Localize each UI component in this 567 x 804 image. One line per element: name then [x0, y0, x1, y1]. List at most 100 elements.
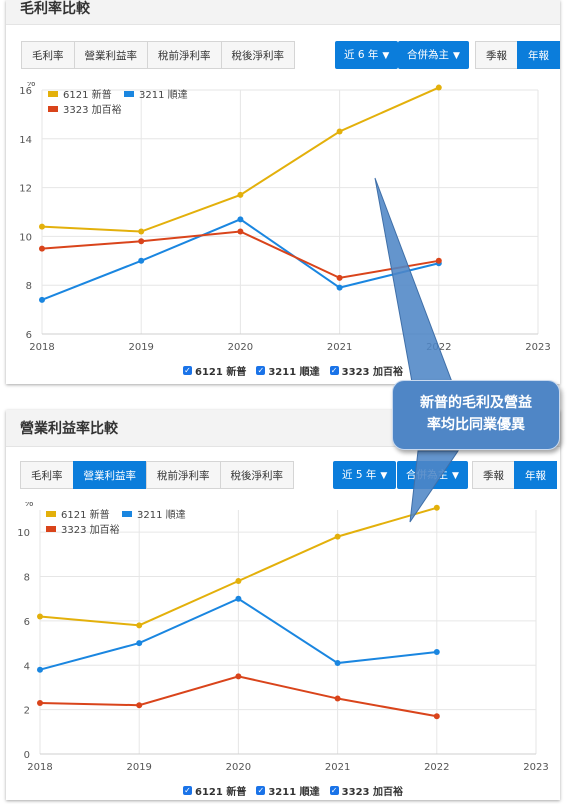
tab-gross-margin[interactable]: 毛利率	[20, 461, 74, 489]
range-label: 近 5 年	[342, 469, 377, 481]
data-point	[334, 695, 341, 702]
legend-label: 3211 順達	[268, 787, 320, 798]
y-tick-label: 16	[19, 86, 32, 97]
checkbox-icon: ✓	[329, 786, 339, 795]
legend-swatch	[48, 91, 58, 97]
tab-gross-margin[interactable]: 毛利率	[21, 41, 75, 69]
tab-net-margin[interactable]: 稅後淨利率	[220, 41, 295, 69]
y-tick-label: 8	[26, 281, 32, 292]
panel-title: 營業利益率比較	[20, 421, 118, 437]
legend-swatch	[46, 511, 56, 517]
legend-label: 3211 順達	[139, 89, 188, 101]
legend-label: 3211 順達	[137, 509, 186, 521]
data-point	[334, 660, 341, 667]
x-tick-label: 2021	[325, 762, 350, 773]
legend-label: 6121 新普	[61, 508, 110, 521]
chevron-down-icon: ▼	[382, 51, 390, 61]
data-point	[336, 274, 343, 281]
data-point	[136, 622, 143, 629]
data-point	[138, 257, 145, 264]
checkbox-icon: ✓	[256, 786, 266, 795]
data-point	[237, 228, 244, 235]
data-point	[435, 84, 442, 91]
legend-label: 3211 順達	[268, 367, 320, 378]
period-toggle: 季報 年報	[475, 41, 560, 69]
y-unit-label: %	[26, 82, 36, 89]
y-tick-label: 6	[26, 330, 32, 341]
data-point	[235, 673, 242, 680]
data-point	[237, 216, 244, 223]
y-tick-label: 4	[24, 661, 30, 672]
x-tick-label: 2023	[525, 342, 550, 352]
legend-label: 6121 新普	[195, 367, 247, 378]
legend-label: 3323 加百裕	[63, 103, 122, 116]
data-point	[37, 666, 43, 673]
tab-operating-margin[interactable]: 營業利益率	[72, 461, 147, 489]
tab-operating-margin[interactable]: 營業利益率	[73, 41, 148, 69]
basis-label: 合併為主	[407, 49, 449, 61]
metric-tabs: 毛利率 營業利益率 稅前淨利率 稅後淨利率	[21, 41, 295, 69]
data-point	[433, 504, 440, 511]
bottom-legend: ✓ 6121 新普 ✓ 3211 順達 ✓ 3323 加百裕	[183, 363, 413, 378]
legend-toggle-3323[interactable]: ✓ 3323 加百裕	[329, 783, 403, 798]
gross-margin-chart: 6 8 10 12 14 16 2018 2019 2020 2021 2022 2023% 6121 …	[19, 82, 550, 352]
quarter-button[interactable]: 季報	[472, 461, 515, 489]
legend-toggle-3211[interactable]: ✓ 3211 順達	[256, 363, 320, 378]
y-tick-label: 2	[24, 706, 30, 717]
legend-swatch	[124, 91, 134, 97]
x-tick-label: 2018	[27, 762, 52, 773]
data-point	[336, 128, 343, 135]
chevron-down-icon: ▼	[452, 471, 459, 481]
y-tick-label: 8	[24, 573, 30, 584]
legend-toggle-3211[interactable]: ✓ 3211 順達	[256, 783, 320, 798]
basis-dropdown[interactable]: 合併為主 ▼	[397, 461, 468, 489]
tab-net-margin[interactable]: 稅後淨利率	[219, 461, 294, 489]
basis-dropdown[interactable]: 合併為主 ▼	[398, 41, 469, 69]
legend-toggle-6121[interactable]: ✓ 6121 新普	[183, 363, 246, 378]
chevron-down-icon: ▼	[380, 471, 388, 481]
panel-header	[6, 0, 560, 25]
data-point	[433, 648, 440, 655]
year-button[interactable]: 年報	[514, 461, 557, 489]
x-tick-label: 2019	[126, 762, 151, 773]
callout-line2: 率均比同業優異	[427, 417, 525, 433]
data-point	[39, 223, 45, 230]
tab-pretax-margin[interactable]: 稅前淨利率	[146, 461, 221, 489]
legend-toggle-3323[interactable]: ✓ 3323 加百裕	[329, 363, 403, 378]
range-dropdown[interactable]: 近 5 年 ▼	[333, 461, 397, 489]
data-point	[37, 613, 43, 620]
legend-toggle-6121[interactable]: ✓ 6121 新普	[183, 783, 246, 798]
x-tick-label: 2019	[128, 342, 153, 352]
data-point	[37, 699, 43, 706]
year-button[interactable]: 年報	[517, 41, 560, 69]
panel-title: 毛利率比較	[20, 1, 90, 17]
operating-margin-panel: 營業利益率比較 毛利率 營業利益率 稅前淨利率 稅後淨利率 近 5 年 ▼ 合併為…	[6, 410, 560, 800]
callout-line1: 新普的毛利及營益	[420, 395, 532, 411]
legend-label: 3323 加百裕	[341, 787, 403, 798]
data-point	[435, 257, 442, 264]
y-tick-label: 14	[19, 135, 32, 146]
data-point	[39, 296, 45, 303]
quarter-button[interactable]: 季報	[475, 41, 518, 69]
data-point	[138, 228, 145, 235]
legend-swatch	[46, 526, 56, 532]
y-tick-label: 10	[17, 528, 30, 539]
y-tick-label: 12	[19, 184, 32, 195]
x-tick-label: 2020	[226, 762, 251, 773]
checkbox-icon: ✓	[183, 786, 192, 795]
chevron-down-icon: ▼	[453, 51, 460, 61]
x-tick-label: 2022	[426, 342, 451, 352]
checkbox-icon: ✓	[256, 366, 266, 375]
data-point	[138, 238, 145, 245]
data-point	[136, 702, 143, 709]
y-tick-label: 10	[19, 232, 32, 243]
checkbox-icon: ✓	[183, 366, 192, 375]
period-toggle: 季報 年報	[472, 461, 557, 489]
tab-pretax-margin[interactable]: 稅前淨利率	[147, 41, 222, 69]
data-point	[336, 284, 343, 291]
y-tick-label: 0	[24, 750, 30, 761]
y-tick-label: 6	[24, 617, 30, 628]
y-unit-label: %	[24, 502, 34, 509]
range-dropdown[interactable]: 近 6 年 ▼	[335, 41, 399, 69]
legend-swatch	[48, 106, 58, 112]
